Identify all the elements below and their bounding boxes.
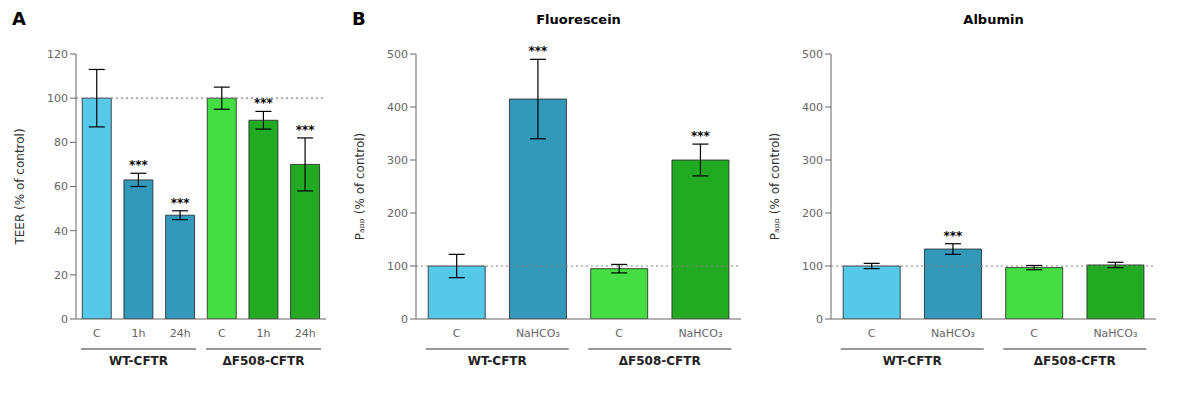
svg-text:500: 500 bbox=[387, 48, 408, 61]
svg-text:***: *** bbox=[171, 196, 191, 210]
svg-text:200: 200 bbox=[802, 207, 823, 220]
svg-text:C: C bbox=[615, 327, 623, 340]
svg-text:ΔF508-CFTR: ΔF508-CFTR bbox=[223, 354, 305, 368]
svg-text:***: *** bbox=[129, 158, 149, 172]
svg-text:NaHCO₃: NaHCO₃ bbox=[1093, 327, 1137, 340]
svg-text:300: 300 bbox=[802, 154, 823, 167]
svg-text:Pₐₚₚ (% of control): Pₐₚₚ (% of control) bbox=[768, 133, 782, 241]
svg-text:***: *** bbox=[691, 129, 711, 143]
svg-text:1h: 1h bbox=[132, 327, 146, 340]
svg-text:400: 400 bbox=[387, 101, 408, 114]
html-text:B: B bbox=[352, 8, 366, 29]
svg-text:24h: 24h bbox=[295, 327, 316, 340]
svg-text:NaHCO₃: NaHCO₃ bbox=[516, 327, 560, 340]
svg-text:200: 200 bbox=[387, 207, 408, 220]
svg-text:WT-CFTR: WT-CFTR bbox=[468, 354, 527, 368]
svg-text:WT-CFTR: WT-CFTR bbox=[109, 354, 168, 368]
svg-text:WT-CFTR: WT-CFTR bbox=[883, 354, 942, 368]
svg-text:100: 100 bbox=[387, 260, 408, 273]
svg-text:C: C bbox=[218, 327, 226, 340]
svg-text:80: 80 bbox=[54, 136, 68, 149]
html-text:Albumin: Albumin bbox=[963, 12, 1024, 27]
svg-text:300: 300 bbox=[387, 154, 408, 167]
svg-text:100: 100 bbox=[802, 260, 823, 273]
svg-text:C: C bbox=[93, 327, 101, 340]
svg-text:20: 20 bbox=[54, 269, 68, 282]
svg-text:ΔF508-CFTR: ΔF508-CFTR bbox=[1034, 354, 1116, 368]
svg-text:***: *** bbox=[944, 229, 964, 243]
svg-text:1h: 1h bbox=[257, 327, 271, 340]
svg-text:C: C bbox=[453, 327, 461, 340]
svg-text:***: *** bbox=[254, 96, 274, 110]
svg-text:0: 0 bbox=[816, 313, 823, 326]
svg-text:ΔF508-CFTR: ΔF508-CFTR bbox=[619, 354, 701, 368]
svg-text:C: C bbox=[868, 327, 876, 340]
svg-text:24h: 24h bbox=[170, 327, 191, 340]
svg-text:400: 400 bbox=[802, 101, 823, 114]
svg-text:0: 0 bbox=[401, 313, 408, 326]
svg-text:100: 100 bbox=[47, 92, 68, 105]
svg-text:***: *** bbox=[529, 44, 549, 58]
svg-text:0: 0 bbox=[61, 313, 68, 326]
html-text:Fluorescein: Fluorescein bbox=[536, 12, 621, 27]
svg-text:***: *** bbox=[296, 123, 316, 137]
svg-text:Pₐₚₚ (% of control): Pₐₚₚ (% of control) bbox=[353, 133, 367, 241]
svg-text:120: 120 bbox=[47, 48, 68, 61]
svg-text:NaHCO₃: NaHCO₃ bbox=[678, 327, 722, 340]
svg-text:C: C bbox=[1030, 327, 1038, 340]
svg-text:NaHCO₃: NaHCO₃ bbox=[931, 327, 975, 340]
svg-text:500: 500 bbox=[802, 48, 823, 61]
html-text:A: A bbox=[12, 8, 26, 29]
svg-text:60: 60 bbox=[54, 180, 68, 193]
svg-text:40: 40 bbox=[54, 225, 68, 238]
svg-text:TEER (% of control): TEER (% of control) bbox=[13, 128, 27, 245]
